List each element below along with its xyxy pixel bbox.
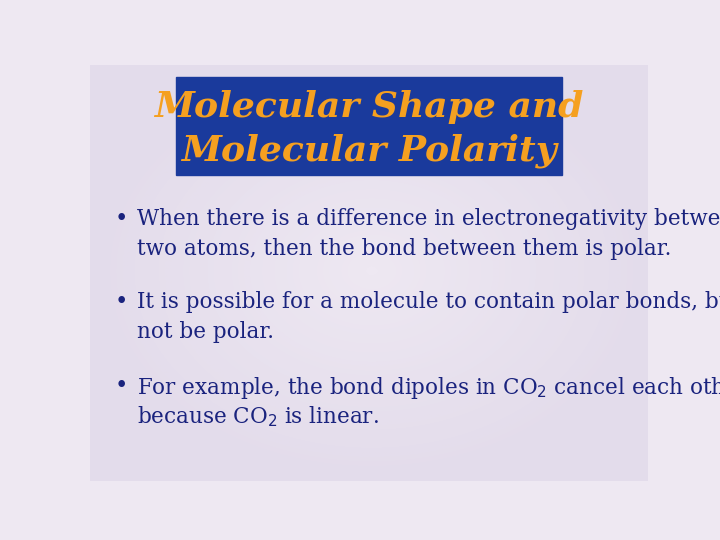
Text: Molecular Shape and: Molecular Shape and — [154, 90, 584, 124]
Text: When there is a difference in electronegativity between: When there is a difference in electroneg… — [138, 208, 720, 230]
Text: •: • — [115, 292, 128, 313]
Text: Molecular Polarity: Molecular Polarity — [181, 133, 557, 168]
Text: For example, the bond dipoles in CO$_2$ cancel each other: For example, the bond dipoles in CO$_2$ … — [138, 375, 720, 401]
Text: two atoms, then the bond between them is polar.: two atoms, then the bond between them is… — [138, 238, 672, 260]
Text: •: • — [115, 208, 128, 230]
FancyBboxPatch shape — [176, 77, 562, 175]
Text: not be polar.: not be polar. — [138, 321, 274, 343]
Text: It is possible for a molecule to contain polar bonds, but: It is possible for a molecule to contain… — [138, 292, 720, 313]
Text: because CO$_2$ is linear.: because CO$_2$ is linear. — [138, 404, 379, 429]
Text: •: • — [115, 375, 128, 396]
